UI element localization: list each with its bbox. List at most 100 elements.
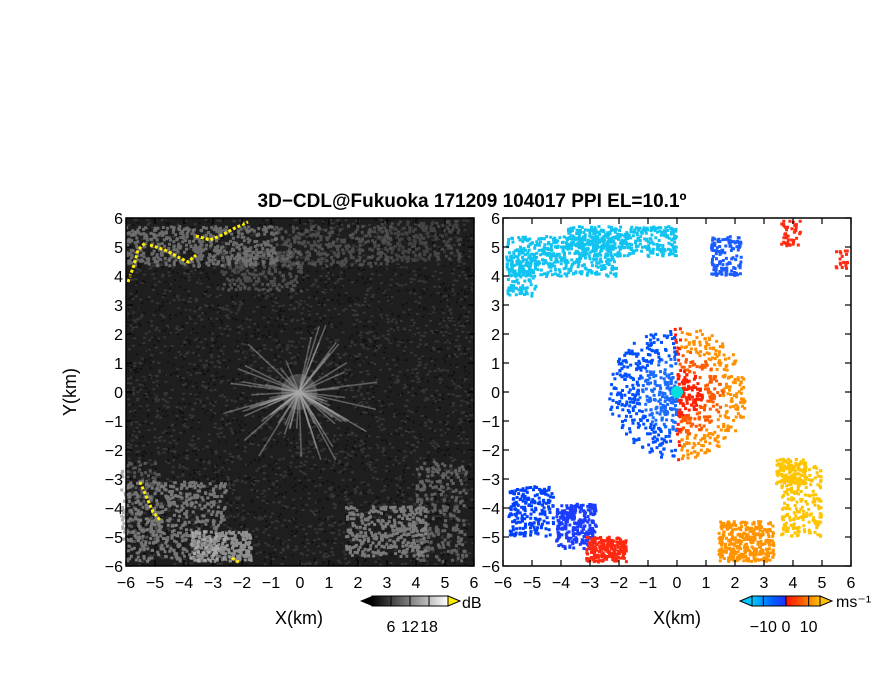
velocity-ground-return (711, 404, 715, 408)
velocity-ground-return (673, 350, 677, 354)
velocity-ground-return (620, 362, 624, 366)
velocity-ground-return (645, 359, 648, 363)
velocity-ground-return (616, 391, 620, 395)
velocity-ground-return (676, 346, 680, 350)
velocity-ground-return (658, 427, 662, 431)
velocity-ground-return (741, 397, 745, 401)
velocity-ground-return (698, 411, 701, 415)
clutter-ray (261, 391, 300, 422)
velocity-ground-return (686, 368, 690, 372)
velocity-y-tick-label: −6 (482, 559, 500, 576)
velocity-ground-return (739, 415, 743, 419)
velocity-ground-return (648, 376, 652, 380)
velocity-ground-return (627, 351, 631, 355)
velocity-ground-return (651, 440, 655, 444)
velocity-ground-return (743, 406, 747, 410)
velocity-ground-return (641, 390, 645, 394)
velocity-ground-return (637, 359, 641, 363)
velocity-ground-return (621, 420, 624, 423)
velocity-ground-return (662, 439, 666, 443)
velocity-ground-return (661, 441, 665, 445)
velocity-ground-return (724, 385, 728, 389)
velocity-ground-return (700, 443, 704, 447)
velocity-ground-return (665, 374, 669, 378)
velocity-ground-return (713, 387, 717, 391)
velocity-ground-return (628, 404, 632, 408)
velocity-ground-return (656, 338, 660, 342)
velocity-ground-return (718, 394, 722, 397)
clutter-ray (298, 324, 327, 393)
velocity-ground-return (650, 348, 654, 352)
velocity-ground-return (671, 398, 675, 402)
velocity-ground-return (698, 354, 702, 358)
velocity-ground-return (702, 424, 706, 428)
velocity-ground-return (673, 355, 677, 359)
velocity-ground-return (730, 375, 734, 379)
velocity-ground-return (625, 400, 629, 404)
velocity-ground-return (725, 368, 729, 372)
colorbar-high-extend-arrow (447, 595, 462, 607)
velocity-ground-return (632, 341, 636, 345)
velocity-ground-return (664, 382, 668, 386)
velocity-ground-return (631, 383, 635, 387)
velocity-ground-return (713, 357, 717, 361)
velocity-ground-return (670, 418, 674, 422)
velocity-x-tick-label: −6 (494, 575, 512, 592)
velocity-ground-return (681, 404, 685, 408)
velocity-ground-return (617, 362, 621, 366)
velocity-ground-return (662, 409, 666, 413)
velocity-ground-return (704, 384, 708, 388)
velocity-ground-return (657, 393, 661, 397)
velocity-ground-return (742, 385, 746, 389)
velocity-ground-return (659, 386, 663, 390)
velocity-ground-return (634, 362, 638, 366)
clutter-ray (283, 391, 300, 435)
velocity-ground-return (694, 424, 698, 428)
velocity-ground-return (651, 389, 655, 393)
velocity-ground-return (692, 342, 696, 346)
velocity-ground-return (735, 395, 739, 399)
velocity-ground-return (663, 406, 667, 410)
velocity-ground-return (664, 435, 668, 438)
velocity-ground-return (708, 441, 712, 445)
velocity-ground-return (680, 365, 684, 369)
velocity-y-tick-label: 0 (491, 385, 500, 402)
velocity-ground-return (660, 455, 663, 459)
velocity-ground-return (674, 410, 678, 414)
velocity-ground-return (677, 382, 681, 386)
reflectivity-echo-cluster (270, 225, 393, 268)
velocity-y-tick-label: −3 (482, 472, 500, 489)
reflectivity-y-tick-label: −3 (105, 472, 123, 489)
velocity-ground-return (683, 346, 687, 350)
velocity-ground-return (644, 366, 648, 370)
velocity-ground-return (674, 398, 678, 402)
velocity-ground-return (708, 420, 712, 424)
velocity-ground-return (615, 372, 619, 376)
velocity-ground-return (734, 403, 738, 407)
velocity-ground-return (736, 376, 740, 380)
velocity-ground-return (646, 353, 650, 356)
velocity-ground-return (734, 407, 738, 411)
velocity-ground-return (618, 369, 622, 373)
velocity-ground-return (705, 340, 709, 344)
velocity-ground-return (637, 437, 641, 441)
reflectivity-y-tick-label: 6 (114, 211, 123, 228)
clutter-ray (269, 391, 300, 416)
velocity-ground-return (705, 351, 709, 355)
velocity-ground-return (626, 365, 630, 369)
velocity-ground-return (635, 401, 639, 405)
velocity-ground-return (691, 360, 695, 364)
velocity-ground-return (637, 424, 641, 428)
velocity-ground-return (677, 352, 680, 356)
velocity-ground-return (629, 375, 633, 379)
velocity-x-tick-label: 4 (789, 575, 798, 592)
doppler-velocity-panel: −6 −5 −4 −3 −2 −1 0 1 2 3 4 5 6 −6 −5 −4 −3 −2 −1 0 1 2 3 4 5 6 X… (482, 211, 856, 628)
velocity-y-tick-label: −1 (482, 414, 500, 431)
velocity-ground-return (642, 414, 646, 418)
clutter-ray (298, 391, 318, 449)
velocity-ground-return (655, 411, 659, 415)
velocity-ground-return (631, 393, 635, 397)
velocity-ground-return (636, 421, 640, 425)
velocity-ground-return (721, 391, 725, 395)
velocity-ground-return (700, 363, 704, 367)
